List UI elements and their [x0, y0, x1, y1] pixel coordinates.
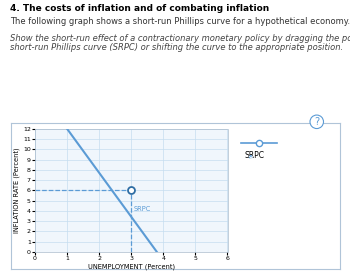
Text: SRPC: SRPC: [134, 206, 151, 212]
X-axis label: UNEMPLOYMENT (Percent): UNEMPLOYMENT (Percent): [88, 264, 175, 270]
Text: •: •: [246, 152, 254, 165]
Text: 4. The costs of inflation and of combating inflation: 4. The costs of inflation and of combati…: [10, 4, 270, 13]
Y-axis label: INFLATION RATE (Percent): INFLATION RATE (Percent): [14, 148, 20, 233]
Text: SRPC: SRPC: [245, 151, 265, 160]
Text: ?: ?: [314, 117, 319, 127]
Text: Show the short-run effect of a contractionary monetary policy by dragging the po: Show the short-run effect of a contracti…: [10, 34, 350, 43]
Text: The following graph shows a short-run Phillips curve for a hypothetical economy.: The following graph shows a short-run Ph…: [10, 17, 350, 26]
Text: short-run Phillips curve (SRPC) or shifting the curve to the appropriate positio: short-run Phillips curve (SRPC) or shift…: [10, 43, 344, 52]
Text: ×: ×: [247, 155, 253, 161]
